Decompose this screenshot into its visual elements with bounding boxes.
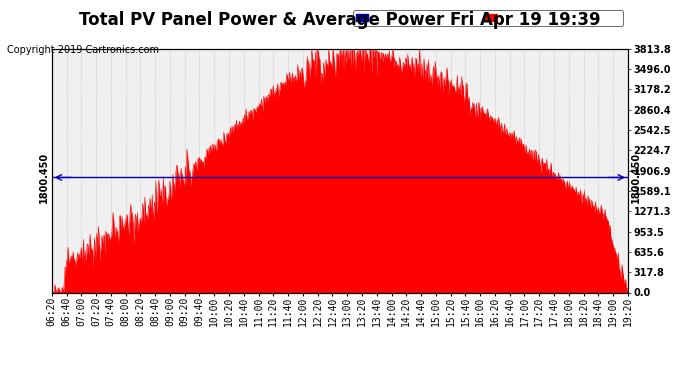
Text: Total PV Panel Power & Average Power Fri Apr 19 19:39: Total PV Panel Power & Average Power Fri… bbox=[79, 11, 600, 29]
Text: 1800.450: 1800.450 bbox=[39, 152, 49, 203]
Text: Copyright 2019 Cartronics.com: Copyright 2019 Cartronics.com bbox=[7, 45, 159, 55]
Text: 1800.450: 1800.450 bbox=[631, 152, 641, 203]
Legend: Average  (DC Watts), PV Panels  (DC Watts): Average (DC Watts), PV Panels (DC Watts) bbox=[353, 10, 623, 26]
